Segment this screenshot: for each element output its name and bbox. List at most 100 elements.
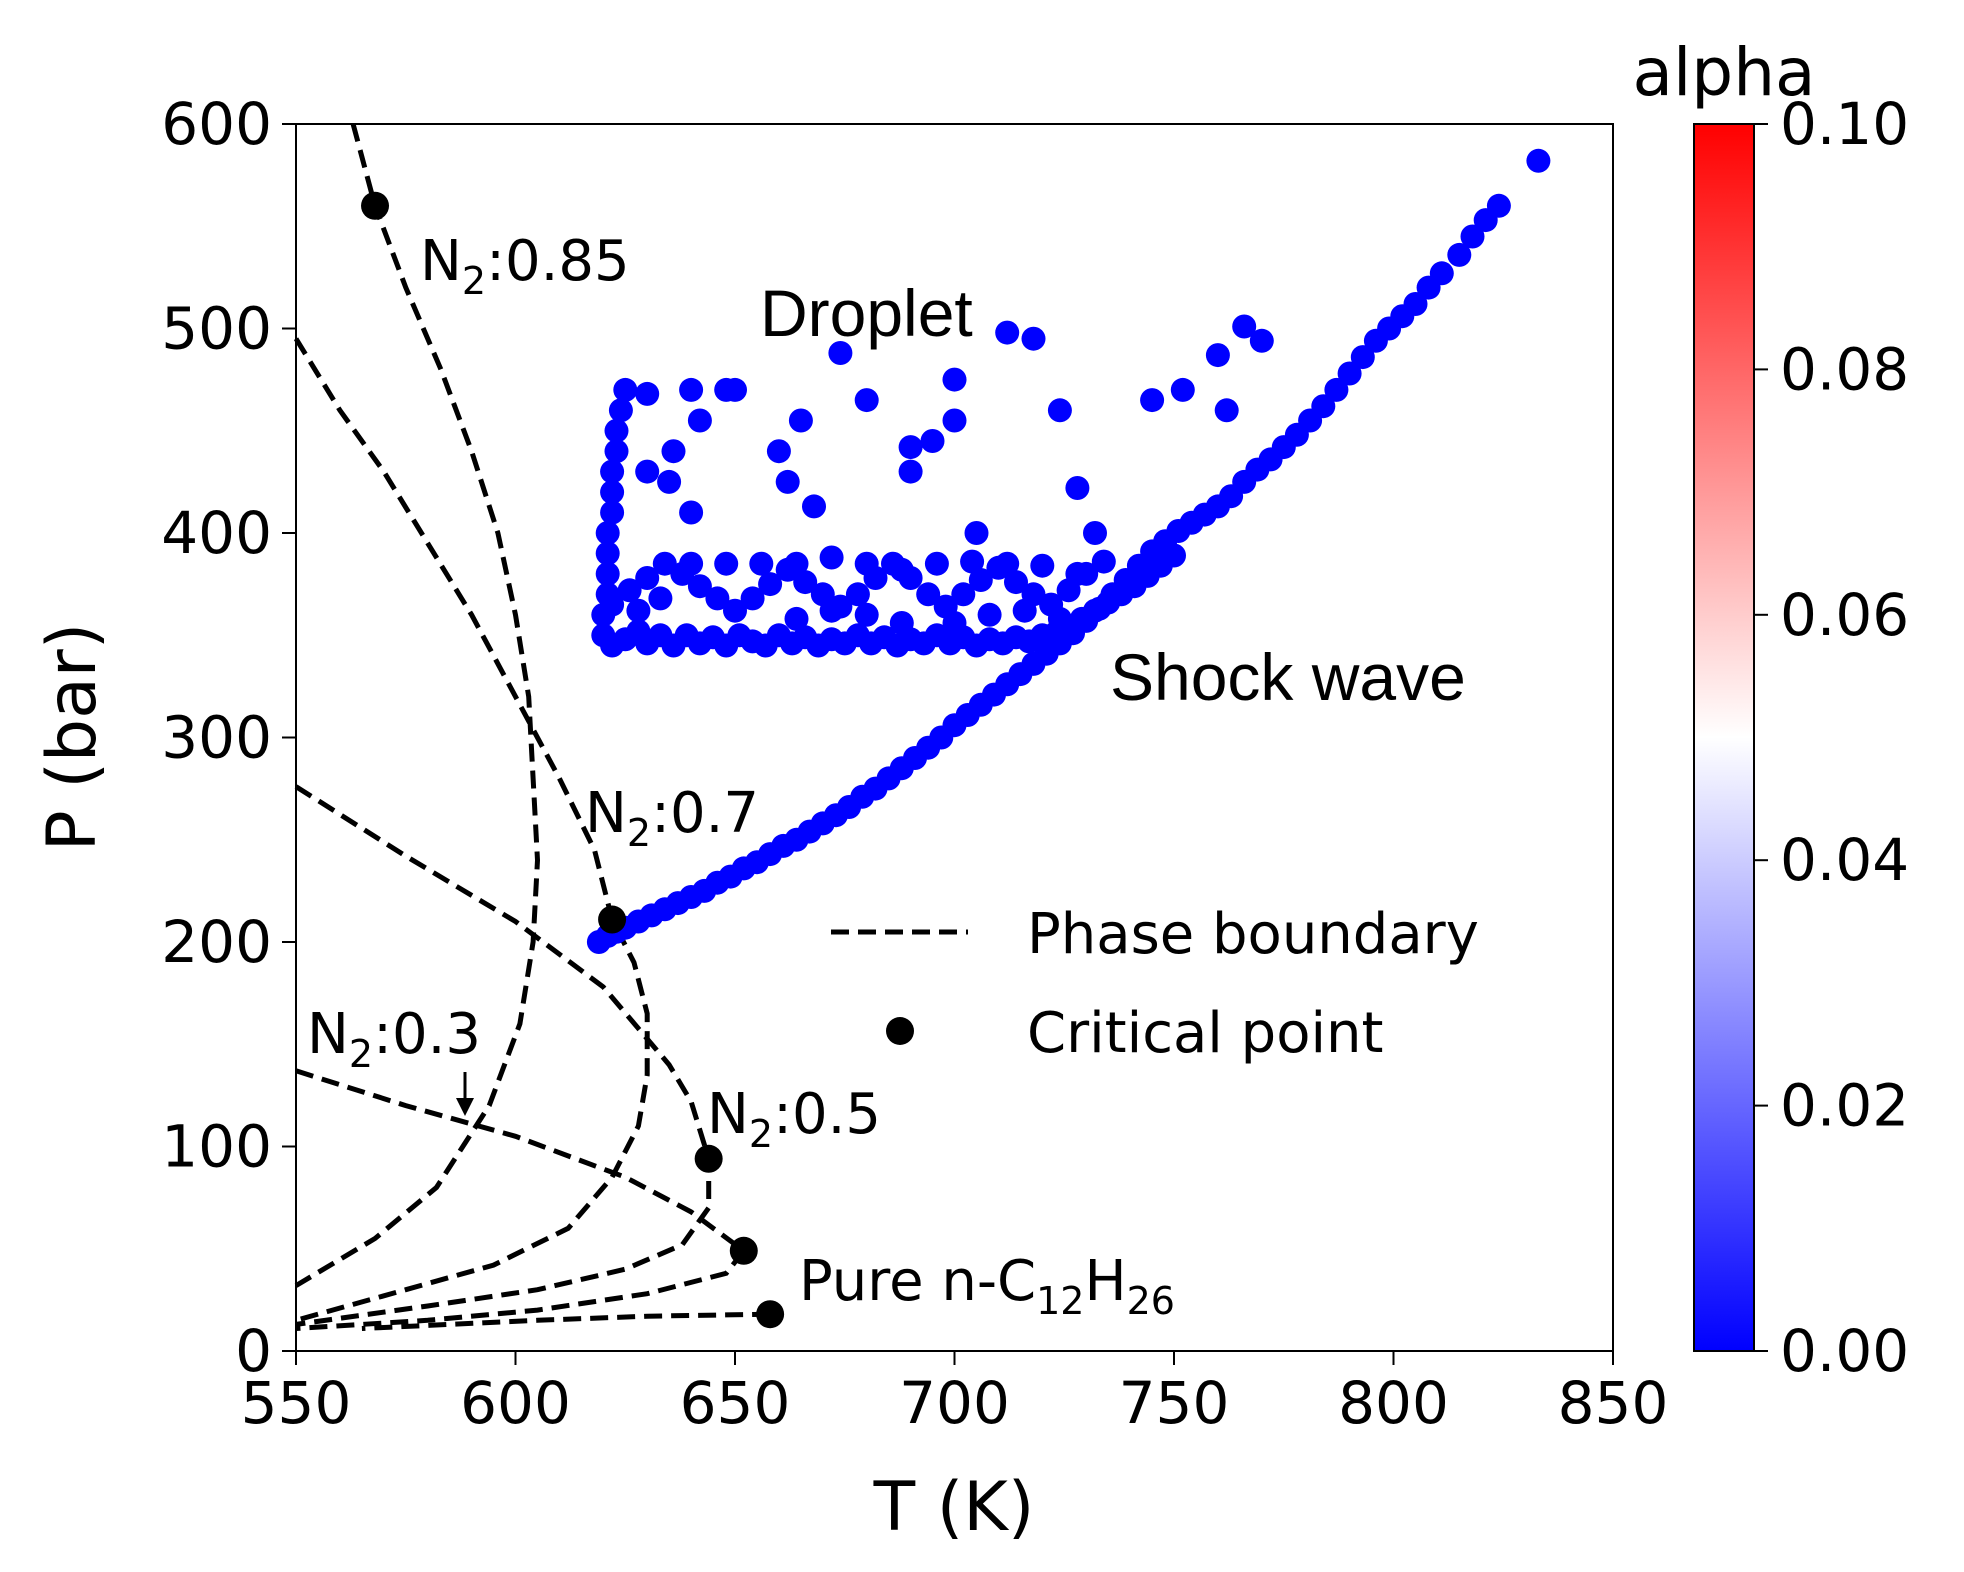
data-point (942, 611, 967, 635)
data-point (758, 572, 783, 597)
colorbar-tick-label: 0.02 (1780, 1072, 1909, 1140)
data-point (635, 459, 660, 484)
data-point (968, 568, 993, 592)
data-point (679, 551, 704, 576)
critical-point (756, 1300, 785, 1329)
arrow-n2-03 (456, 1072, 474, 1116)
legend: Phase boundary Critical point (831, 902, 1479, 1066)
annot-n2-085: N2:0.85 (420, 229, 630, 303)
colorbar-tick-label: 0.04 (1780, 826, 1909, 894)
data-point (652, 551, 677, 576)
data-point (687, 574, 712, 599)
data-point (995, 320, 1020, 345)
data-point (617, 578, 642, 603)
data-point (1232, 314, 1257, 339)
data-point (1004, 570, 1028, 595)
annot-shock-wave: Shock wave (1110, 640, 1466, 714)
data-point (1486, 193, 1511, 218)
data-point (889, 611, 914, 635)
annot-pure: Pure n-C12H26 (799, 1249, 1175, 1323)
data-point (604, 418, 629, 443)
annot-n2-05: N2:0.5 (707, 1082, 881, 1156)
y-tick-label: 300 (161, 704, 272, 772)
data-point (648, 586, 673, 611)
data-point (595, 561, 620, 586)
colorbar-ticks: 0.00 0.02 0.04 0.06 0.08 0.10 (1754, 90, 1909, 1385)
data-point (723, 598, 747, 623)
data-point (995, 551, 1020, 576)
data-point (591, 623, 616, 648)
annot-n2-03: N2:0.3 (307, 1002, 481, 1076)
data-point (898, 435, 923, 460)
data-point (595, 521, 620, 545)
data-point (1170, 377, 1195, 402)
data-point (766, 439, 791, 464)
data-point (916, 582, 941, 607)
critical-point (598, 905, 627, 934)
colorbar-tick-label: 0.00 (1780, 1317, 1909, 1385)
data-point (1083, 521, 1107, 545)
data-point (960, 549, 985, 574)
data-point (661, 439, 686, 464)
x-tick-label: 750 (1119, 1369, 1230, 1437)
data-point (920, 429, 945, 453)
data-point (788, 408, 813, 433)
legend-label-phase: Phase boundary (1027, 902, 1479, 967)
data-point (600, 500, 625, 525)
data-point (964, 521, 989, 545)
data-point (613, 377, 638, 402)
critical-point (729, 1236, 758, 1265)
critical-point (361, 191, 390, 220)
data-point (657, 469, 682, 494)
x-tick-label: 650 (680, 1369, 791, 1437)
y-tick-label: 500 (161, 295, 272, 363)
y-tick-label: 400 (161, 499, 272, 567)
data-point (749, 551, 774, 576)
data-point (1021, 326, 1046, 351)
legend-label-critical: Critical point (1027, 1001, 1383, 1066)
x-tick-label: 800 (1338, 1369, 1449, 1437)
colorbar (1693, 123, 1755, 1352)
colorbar-title: alpha (1633, 34, 1816, 111)
x-tick-label: 700 (899, 1369, 1010, 1437)
data-point (828, 341, 853, 365)
data-point (600, 459, 625, 484)
data-point (1324, 377, 1349, 402)
data-point (600, 480, 625, 505)
colorbar-tick-label: 0.08 (1780, 335, 1909, 403)
y-axis-label: P (bar) (33, 623, 112, 851)
data-point (854, 602, 879, 627)
data-point (679, 377, 704, 402)
data-point (951, 582, 976, 607)
data-point (604, 439, 629, 464)
critical-point (694, 1144, 723, 1173)
x-tick-label: 850 (1558, 1369, 1669, 1437)
annot-droplet: Droplet (760, 276, 973, 350)
data-point (1311, 394, 1336, 419)
data-point (802, 494, 826, 519)
data-point (1526, 148, 1551, 173)
y-tick-label: 0 (235, 1317, 272, 1385)
data-point (854, 551, 879, 576)
data-point (1460, 224, 1485, 249)
phase-boundary-line (361, 1311, 771, 1331)
data-point (1429, 261, 1454, 286)
data-point (705, 586, 730, 611)
data-point (1249, 328, 1274, 353)
data-point (1447, 242, 1472, 267)
y-tick-label: 600 (161, 90, 272, 158)
y-axis-ticks: 0 100 200 300 400 500 600 (161, 90, 296, 1385)
data-point (635, 381, 660, 406)
data-point (1350, 345, 1375, 370)
data-point (1047, 398, 1072, 423)
data-point (626, 598, 651, 623)
data-point (1162, 543, 1186, 568)
data-point (1065, 476, 1090, 500)
data-point (1047, 606, 1072, 631)
data-point (1337, 361, 1362, 386)
data-point (784, 551, 809, 576)
data-point (679, 500, 704, 525)
colorbar-gradient (1693, 123, 1755, 1352)
phase-boundary-line (294, 123, 541, 1288)
